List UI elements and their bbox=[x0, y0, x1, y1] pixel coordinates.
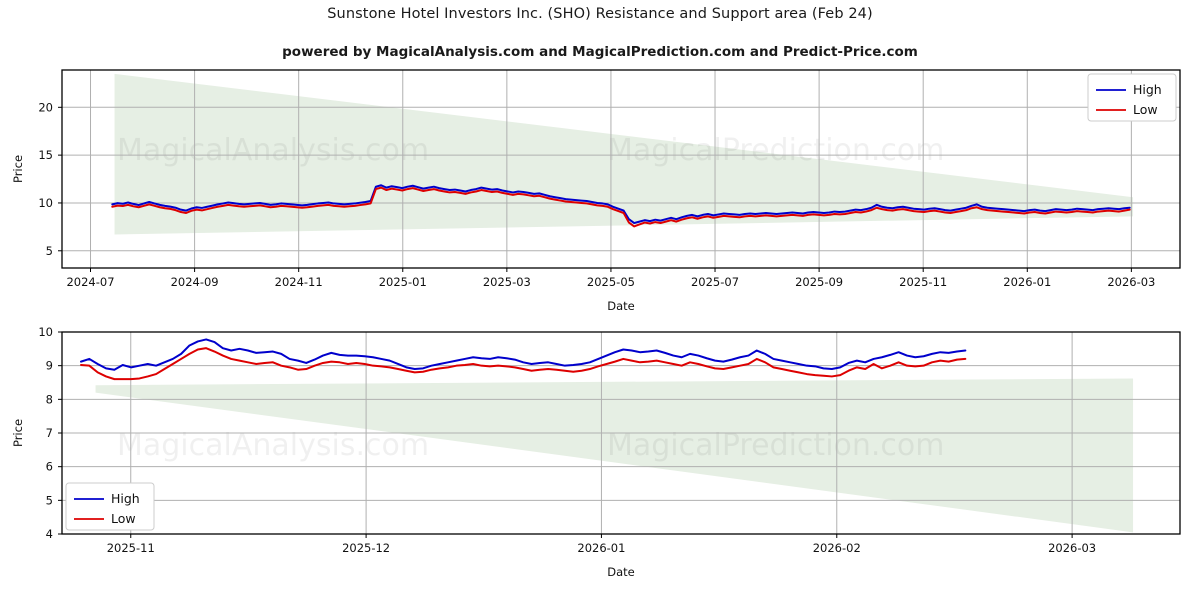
x-tick-label: 2024-09 bbox=[171, 275, 219, 289]
legend-label-low: Low bbox=[111, 511, 136, 526]
y-axis-label: Price bbox=[11, 419, 25, 447]
support-resistance-band bbox=[95, 378, 1134, 533]
support-resistance-band bbox=[114, 73, 1134, 235]
legend-label-high: High bbox=[1133, 82, 1162, 97]
x-tick-label: 2026-03 bbox=[1048, 541, 1096, 555]
y-tick-label: 4 bbox=[46, 527, 53, 541]
watermark-left: MagicalAnalysis.com bbox=[117, 428, 429, 463]
series-line-low bbox=[111, 186, 1131, 228]
series-line-low bbox=[80, 347, 967, 381]
watermark-right: MagicalPrediction.com bbox=[607, 133, 945, 168]
x-tick-label: 2025-03 bbox=[483, 275, 531, 289]
x-tick-label: 2026-01 bbox=[1003, 275, 1051, 289]
x-tick-label: 2024-07 bbox=[66, 275, 114, 289]
legend: High Low bbox=[65, 482, 155, 531]
legend-label-high: High bbox=[111, 491, 140, 506]
x-tick-label: 2025-09 bbox=[795, 275, 843, 289]
x-tick-label: 2025-11 bbox=[899, 275, 947, 289]
legend-box bbox=[65, 482, 155, 531]
y-axis-label: Price bbox=[11, 155, 25, 183]
y-tick-label: 6 bbox=[46, 460, 53, 474]
top-chart: MagicalAnalysis.com MagicalPrediction.com… bbox=[11, 69, 1181, 313]
series-line-high bbox=[111, 184, 1131, 225]
watermark-right: MagicalPrediction.com bbox=[607, 428, 945, 463]
y-tick-label: 20 bbox=[38, 100, 53, 114]
x-tick-label: 2025-05 bbox=[587, 275, 635, 289]
y-tick-label: 9 bbox=[46, 359, 53, 373]
y-tick-label: 8 bbox=[46, 392, 53, 406]
watermark-left: MagicalAnalysis.com bbox=[117, 133, 429, 168]
x-tick-label: 2025-11 bbox=[107, 541, 155, 555]
x-tick-label: 2025-12 bbox=[342, 541, 390, 555]
x-tick-label: 2024-11 bbox=[275, 275, 323, 289]
y-tick-label: 10 bbox=[38, 196, 53, 210]
page-subtitle: powered by MagicalAnalysis.com and Magic… bbox=[282, 44, 918, 60]
legend: High Low bbox=[1087, 73, 1177, 122]
x-tick-label: 2026-03 bbox=[1107, 275, 1155, 289]
y-tick-label: 7 bbox=[46, 426, 53, 440]
y-tick-label: 5 bbox=[46, 244, 53, 258]
x-tick-label: 2026-02 bbox=[813, 541, 861, 555]
x-tick-label: 2025-01 bbox=[379, 275, 427, 289]
y-tick-label: 10 bbox=[38, 325, 53, 339]
legend-label-low: Low bbox=[1133, 102, 1158, 117]
x-axis-label: Date bbox=[607, 299, 635, 313]
x-tick-label: 2026-01 bbox=[577, 541, 625, 555]
x-axis-label: Date bbox=[607, 565, 635, 579]
y-tick-label: 5 bbox=[46, 493, 53, 507]
plot-border bbox=[61, 331, 1181, 535]
series-line-high bbox=[80, 338, 967, 371]
plot-border bbox=[61, 69, 1181, 269]
page-title: Sunstone Hotel Investors Inc. (SHO) Resi… bbox=[327, 6, 873, 22]
x-tick-label: 2025-07 bbox=[691, 275, 739, 289]
y-tick-label: 15 bbox=[38, 148, 53, 162]
